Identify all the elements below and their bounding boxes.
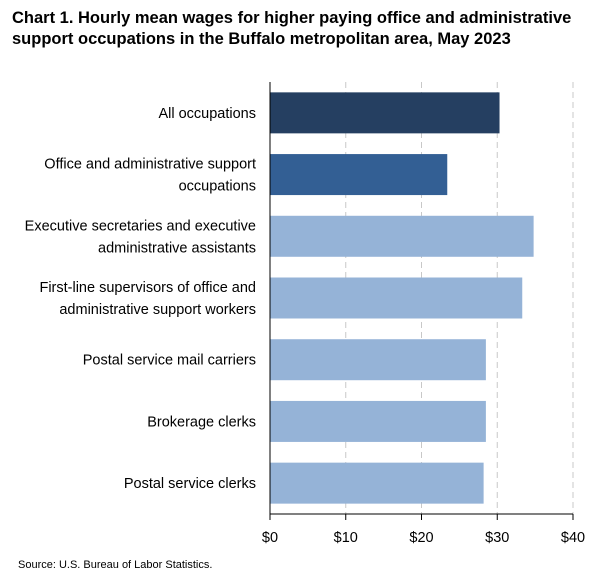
bar (270, 154, 448, 196)
category-label: All occupations (158, 106, 256, 122)
x-tick-label: $20 (409, 530, 433, 546)
x-tick-label: $0 (262, 530, 278, 546)
x-tick-label: $30 (485, 530, 509, 546)
x-tick-label: $10 (334, 530, 358, 546)
category-label: administrative assistants (98, 240, 256, 256)
bar (270, 92, 500, 134)
chart-title: Chart 1. Hourly mean wages for higher pa… (12, 9, 572, 48)
category-label: Office and administrative support (44, 157, 256, 173)
bar (270, 277, 523, 319)
bar (270, 339, 486, 381)
bar (270, 215, 534, 257)
category-label: administrative support workers (59, 302, 256, 318)
category-label: Postal service mail carriers (83, 353, 256, 369)
category-label: First-line supervisors of office and (39, 280, 256, 296)
category-label: Brokerage clerks (147, 414, 256, 430)
source-note: Source: U.S. Bureau of Labor Statistics. (18, 559, 213, 571)
bar (270, 462, 484, 504)
category-label: Executive secretaries and executive (25, 218, 256, 234)
category-label: occupations (179, 179, 256, 195)
category-label: Postal service clerks (124, 476, 256, 492)
bar (270, 400, 486, 442)
x-tick-label: $40 (561, 530, 585, 546)
